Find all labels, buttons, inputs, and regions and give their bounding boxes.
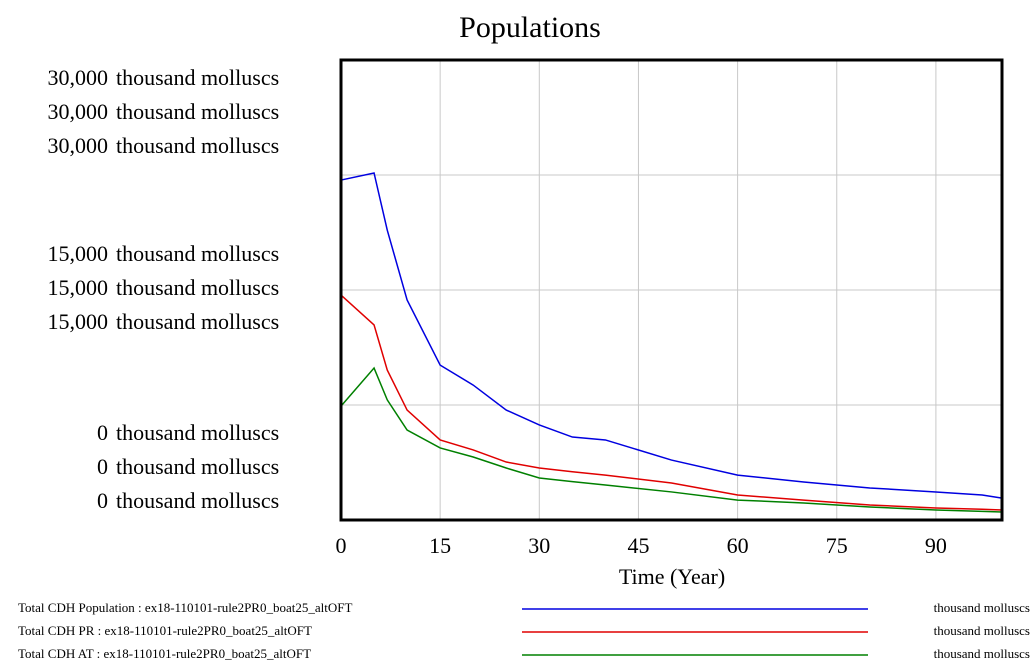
x-tick-label: 75 bbox=[826, 533, 848, 558]
x-axis-label: Time (Year) bbox=[619, 564, 725, 589]
y-axis-unit: thousand molluscs bbox=[116, 133, 279, 158]
series-line bbox=[340, 172, 1003, 499]
x-tick-label: 0 bbox=[336, 533, 347, 558]
y-tick-label: 15,000 bbox=[48, 309, 109, 334]
y-tick-label: 15,000 bbox=[48, 241, 109, 266]
y-tick-label: 30,000 bbox=[48, 65, 109, 90]
y-tick-label: 0 bbox=[97, 420, 108, 445]
y-axis-unit: thousand molluscs bbox=[116, 275, 279, 300]
y-tick-label: 15,000 bbox=[48, 275, 109, 300]
x-tick-label: 45 bbox=[627, 533, 649, 558]
legend-label: Total CDH AT : ex18-110101-rule2PR0_boat… bbox=[18, 646, 311, 661]
y-tick-label: 0 bbox=[97, 488, 108, 513]
legend-label: Total CDH Population : ex18-110101-rule2… bbox=[18, 600, 352, 615]
y-axis-unit: thousand molluscs bbox=[116, 241, 279, 266]
y-axis-unit: thousand molluscs bbox=[116, 99, 279, 124]
y-tick-label: 30,000 bbox=[48, 99, 109, 124]
x-tick-label: 15 bbox=[429, 533, 451, 558]
legend-label: Total CDH PR : ex18-110101-rule2PR0_boat… bbox=[18, 623, 312, 638]
legend-unit: thousand molluscs bbox=[934, 646, 1030, 661]
y-axis-unit: thousand molluscs bbox=[116, 454, 279, 479]
y-axis-unit: thousand molluscs bbox=[116, 309, 279, 334]
series-line bbox=[340, 294, 1003, 511]
y-tick-label: 30,000 bbox=[48, 133, 109, 158]
x-tick-label: 30 bbox=[528, 533, 550, 558]
legend-unit: thousand molluscs bbox=[934, 623, 1030, 638]
y-axis-unit: thousand molluscs bbox=[116, 488, 279, 513]
y-axis-unit: thousand molluscs bbox=[116, 65, 279, 90]
y-axis-unit: thousand molluscs bbox=[116, 420, 279, 445]
x-tick-label: 60 bbox=[727, 533, 749, 558]
chart-title: Populations bbox=[459, 11, 601, 44]
plot-frame bbox=[339, 58, 1004, 522]
series-line bbox=[340, 366, 1003, 513]
legend-unit: thousand molluscs bbox=[934, 600, 1030, 615]
x-tick-label: 90 bbox=[925, 533, 947, 558]
y-tick-label: 0 bbox=[97, 454, 108, 479]
